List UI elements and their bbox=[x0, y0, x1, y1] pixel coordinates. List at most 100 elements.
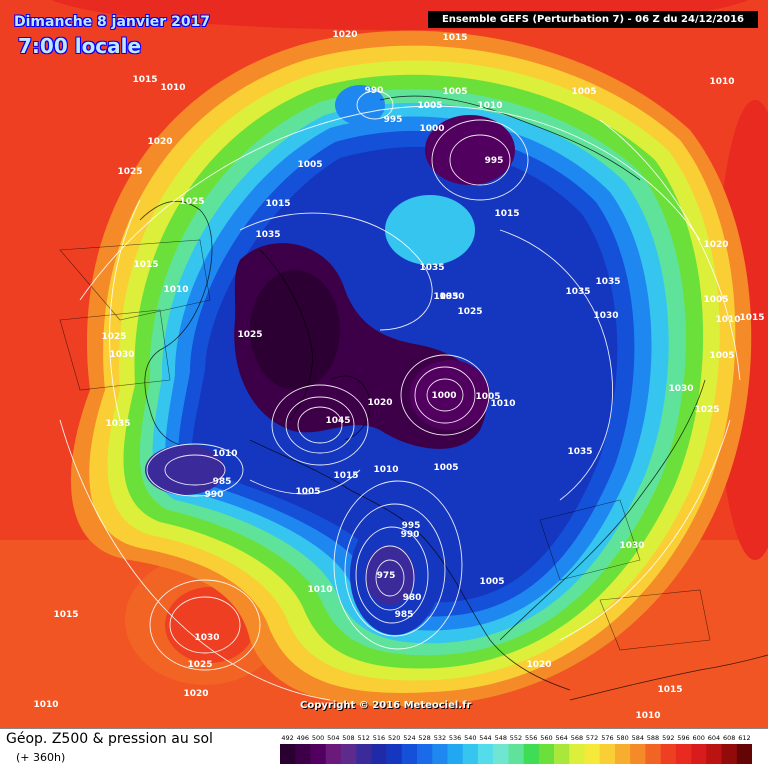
isobar-label: 1005 bbox=[709, 351, 734, 361]
legend-swatch bbox=[477, 744, 494, 764]
isobar-label: 985 bbox=[395, 610, 414, 620]
isobar-label: 1015 bbox=[53, 610, 78, 620]
isobar-label: 1005 bbox=[417, 101, 442, 111]
isobar-label: 1030 bbox=[439, 292, 464, 302]
ridge-cyan-bering bbox=[385, 195, 475, 265]
isobar-label: 1030 bbox=[668, 384, 693, 394]
isobar-label: 1025 bbox=[101, 332, 126, 342]
legend-swatch bbox=[706, 744, 722, 764]
legend-swatch bbox=[691, 744, 707, 764]
legend-value: 500 bbox=[312, 734, 324, 742]
legend-value: 592 bbox=[662, 734, 674, 742]
coastlines bbox=[139, 95, 768, 701]
isobar-label: 990 bbox=[365, 86, 384, 96]
borders bbox=[59, 239, 711, 651]
isobar-label: 1035 bbox=[565, 287, 590, 297]
isobar-label: 975 bbox=[377, 571, 396, 581]
legend-swatch bbox=[295, 744, 311, 764]
isobar-label: 1005 bbox=[571, 87, 596, 97]
legend-value: 556 bbox=[525, 734, 537, 742]
legend-value: 604 bbox=[708, 734, 720, 742]
legend-value: 548 bbox=[495, 734, 507, 742]
trough-core-2 bbox=[410, 360, 490, 430]
isobar-label: 1025 bbox=[117, 167, 142, 177]
isobar-label: 1010 bbox=[307, 585, 332, 595]
legend-swatch bbox=[325, 744, 342, 764]
legend-value: 532 bbox=[434, 734, 446, 742]
isobar-label: 1005 bbox=[475, 392, 500, 402]
isobar-label: 1010 bbox=[709, 77, 734, 87]
isobar-label: 1035 bbox=[567, 447, 592, 457]
legend-value: 564 bbox=[555, 734, 567, 742]
legend-value: 504 bbox=[327, 734, 339, 742]
model-run-info: Ensemble GEFS (Perturbation 7) - 06 Z du… bbox=[428, 11, 758, 28]
isobar-label: 1005 bbox=[703, 295, 728, 305]
legend-swatch bbox=[508, 744, 524, 764]
isobar-label: 1030 bbox=[619, 541, 644, 551]
isobar-label: 1015 bbox=[132, 75, 157, 85]
lead-time-label: (+ 360h) bbox=[16, 751, 66, 764]
legend-value: 568 bbox=[571, 734, 583, 742]
isobar-label: 1000 bbox=[431, 391, 456, 401]
legend-value: 528 bbox=[418, 734, 430, 742]
legend-swatch bbox=[645, 744, 661, 764]
trough-siberia bbox=[425, 115, 515, 185]
legend-swatch bbox=[417, 744, 433, 764]
isobar-label: 1025 bbox=[457, 307, 482, 317]
geopotential-map: 1020 1015 1015 1010 1010 1020 1025 1025 1015 1035… bbox=[0, 0, 768, 728]
isobar-label: 1035 bbox=[595, 277, 620, 287]
legend-swatch bbox=[569, 744, 585, 764]
legend-value: 508 bbox=[342, 734, 354, 742]
trough-labrador bbox=[145, 445, 225, 495]
isobar-label: 1010 bbox=[212, 449, 237, 459]
legend-swatch bbox=[356, 744, 372, 764]
isobar-label: 1010 bbox=[373, 465, 398, 475]
isobar-label: 1030 bbox=[593, 311, 618, 321]
isobar-label: 1020 bbox=[526, 660, 551, 670]
isobar-label: 1035 bbox=[419, 263, 444, 273]
isobars bbox=[59, 90, 741, 701]
legend-swatch bbox=[371, 744, 387, 764]
legend-value: 552 bbox=[510, 734, 522, 742]
legend-swatch bbox=[462, 744, 479, 764]
warm-core-atlantic bbox=[165, 587, 255, 663]
legend-swatch bbox=[736, 744, 752, 764]
isobar-label: 1035 bbox=[433, 292, 458, 302]
isobar-label: 1000 bbox=[419, 124, 444, 134]
legend-value: 608 bbox=[723, 734, 735, 742]
legend-swatch bbox=[554, 744, 570, 764]
isobar-label: 1010 bbox=[635, 711, 660, 721]
isobar-label: 990 bbox=[401, 530, 420, 540]
legend-swatch bbox=[584, 744, 600, 764]
isobar-label: 1015 bbox=[657, 685, 682, 695]
legend-value: 492 bbox=[281, 734, 293, 742]
isobar-label: 1015 bbox=[442, 33, 467, 43]
isobar-label: 1015 bbox=[494, 209, 519, 219]
isobar-label: 1005 bbox=[295, 487, 320, 497]
isobar-label: 1005 bbox=[442, 87, 467, 97]
legend-swatch bbox=[630, 744, 646, 764]
legend-swatch bbox=[401, 744, 418, 764]
isobar-label: 1025 bbox=[694, 405, 719, 415]
legend-swatch bbox=[615, 744, 631, 764]
legend-value: 588 bbox=[647, 734, 659, 742]
isobar-label: 1005 bbox=[297, 160, 322, 170]
legend-swatch bbox=[386, 744, 403, 764]
isobar-label: 1005 bbox=[433, 463, 458, 473]
legend-value: 572 bbox=[586, 734, 598, 742]
isobar-label: 995 bbox=[402, 521, 421, 531]
color-legend: 492 496 500 504 508 512 516 520 524 528 532 536 540 5… bbox=[280, 734, 752, 764]
isobar-label: 980 bbox=[403, 593, 422, 603]
legend-swatch bbox=[523, 744, 540, 764]
legend-value: 496 bbox=[297, 734, 309, 742]
legend-swatch bbox=[599, 744, 616, 764]
legend-swatch bbox=[538, 744, 555, 764]
field-label: Géop. Z500 & pression au sol bbox=[6, 731, 213, 747]
isobar-label: 1020 bbox=[367, 398, 392, 408]
legend-value: 600 bbox=[692, 734, 704, 742]
legend-swatch bbox=[493, 744, 509, 764]
trough-core-1 bbox=[250, 270, 340, 390]
isobar-label: 1015 bbox=[265, 199, 290, 209]
isobar-label: 1010 bbox=[163, 285, 188, 295]
